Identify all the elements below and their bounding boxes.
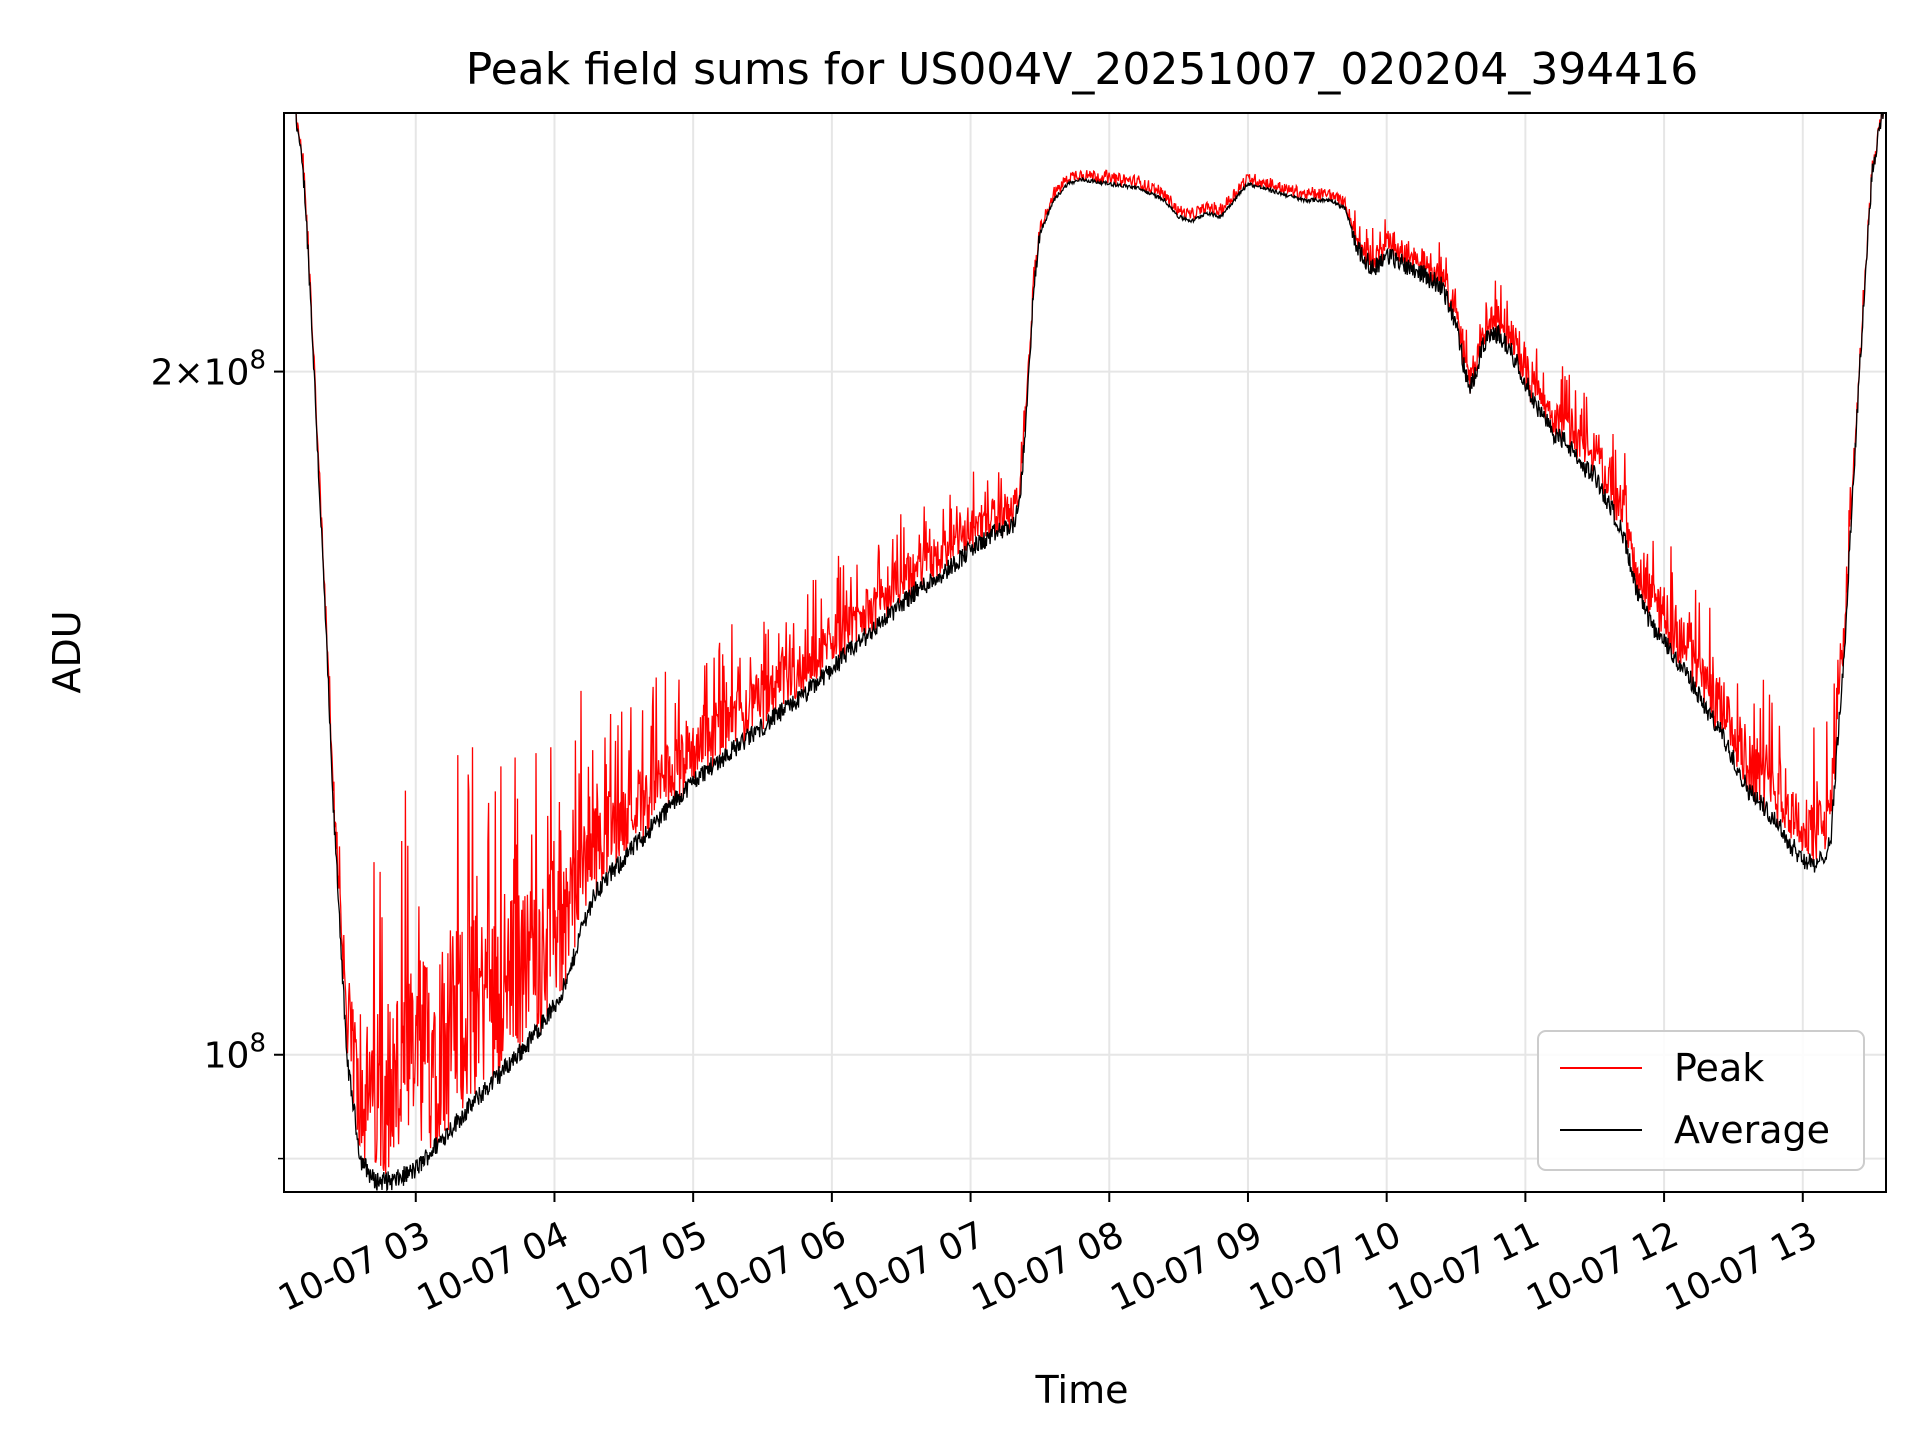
y-tick-label: 2×108 — [151, 346, 266, 394]
series-line-average — [295, 113, 1884, 1192]
y-tick-label: 108 — [204, 1029, 266, 1077]
plot-frame — [283, 112, 1887, 1193]
x-axis-label: Time — [1035, 1368, 1129, 1412]
legend-label-average: Average — [1674, 1108, 1830, 1152]
series-line-peak — [295, 113, 1884, 1175]
legend-box — [1537, 1030, 1865, 1171]
legend: Peak Average — [1537, 1030, 1865, 1171]
legend-label-peak: Peak — [1674, 1046, 1764, 1090]
chart-title: Peak field sums for US004V_20251007_0202… — [466, 44, 1699, 95]
series-layer — [295, 113, 1884, 1192]
y-axis-label: ADU — [45, 610, 89, 693]
grid-lines — [284, 113, 1886, 1192]
y-axis-ticks: 108 2×108 — [151, 346, 284, 1160]
